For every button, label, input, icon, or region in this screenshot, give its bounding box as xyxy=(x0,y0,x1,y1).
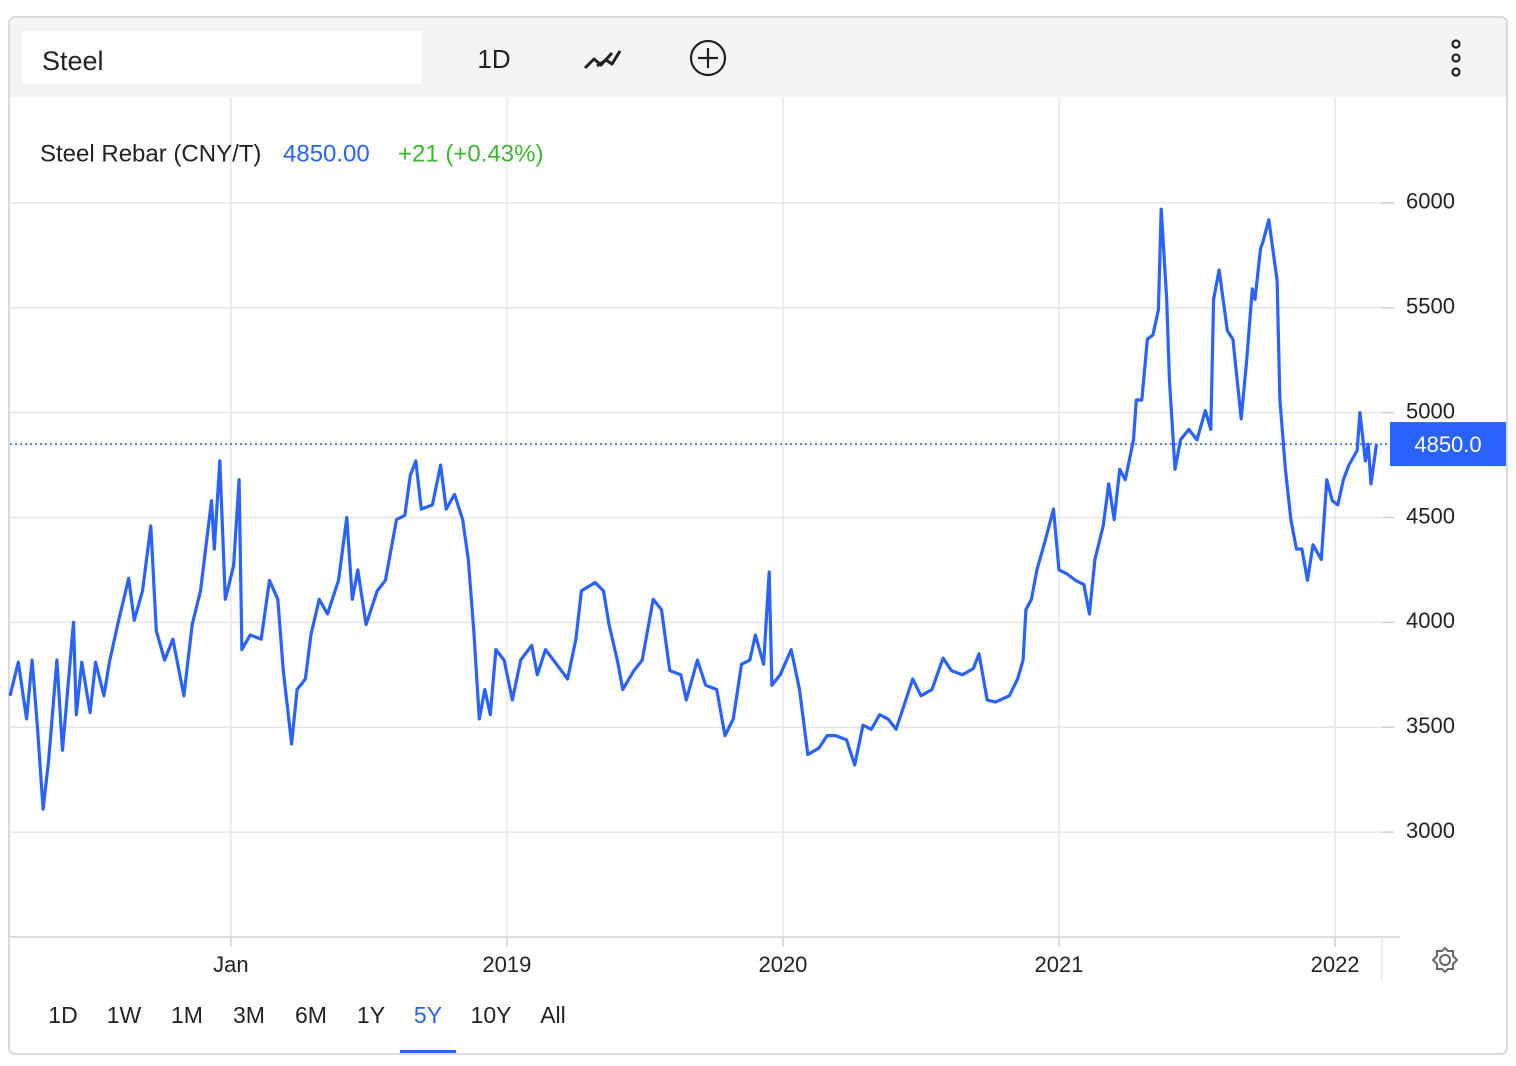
range-button[interactable]: 6M xyxy=(295,1002,327,1028)
quote-price: 4850.00 xyxy=(283,140,370,167)
range-selected-underline xyxy=(400,1050,456,1053)
x-tick-label: 2020 xyxy=(758,952,807,977)
range-button[interactable]: 10Y xyxy=(471,1002,512,1028)
last-price-badge xyxy=(1390,422,1506,467)
y-tick-label: 5500 xyxy=(1406,294,1455,319)
x-tick-label: 2019 xyxy=(482,952,531,977)
card xyxy=(8,16,1508,1055)
add-indicator-icon[interactable] xyxy=(689,39,727,77)
range-button[interactable]: All xyxy=(540,1002,566,1028)
range-button[interactable]: 3M xyxy=(233,1002,265,1028)
range-button[interactable]: 1M xyxy=(171,1002,203,1028)
range-button[interactable]: 5Y xyxy=(414,1002,442,1028)
legend-name: Steel Rebar (CNY/T) xyxy=(40,140,261,167)
search-text: Steel xyxy=(42,46,104,76)
interval-button[interactable]: 1D xyxy=(477,44,510,74)
search-box[interactable] xyxy=(22,31,422,84)
range-button[interactable]: 1W xyxy=(107,1002,142,1028)
settings-icon[interactable] xyxy=(1431,946,1459,974)
range-button[interactable]: 1D xyxy=(48,1002,77,1028)
x-tick-label: Jan xyxy=(213,952,248,977)
y-tick-label: 3500 xyxy=(1406,713,1455,738)
x-tick-label: 2021 xyxy=(1035,952,1084,977)
menu-icon[interactable] xyxy=(1451,39,1461,77)
chart-type-icon[interactable] xyxy=(583,50,622,70)
quote-change: +21 (+0.43%) xyxy=(398,140,543,167)
plot: 3000 3500 4000 4500 5000 5500 6000 Jan 2019 2020 2… xyxy=(8,98,1506,980)
y-tick-label: 4000 xyxy=(1406,608,1455,633)
y-tick-label: 3000 xyxy=(1406,818,1455,843)
price-line xyxy=(8,207,1379,811)
y-tick-label: 5000 xyxy=(1406,398,1455,423)
y-tick-label: 4500 xyxy=(1406,503,1455,528)
x-tick-label: 2022 xyxy=(1311,952,1360,977)
last-price-label: 4850.0 xyxy=(1414,432,1481,457)
y-tick-label: 6000 xyxy=(1406,189,1455,214)
range-button[interactable]: 1Y xyxy=(357,1002,385,1028)
